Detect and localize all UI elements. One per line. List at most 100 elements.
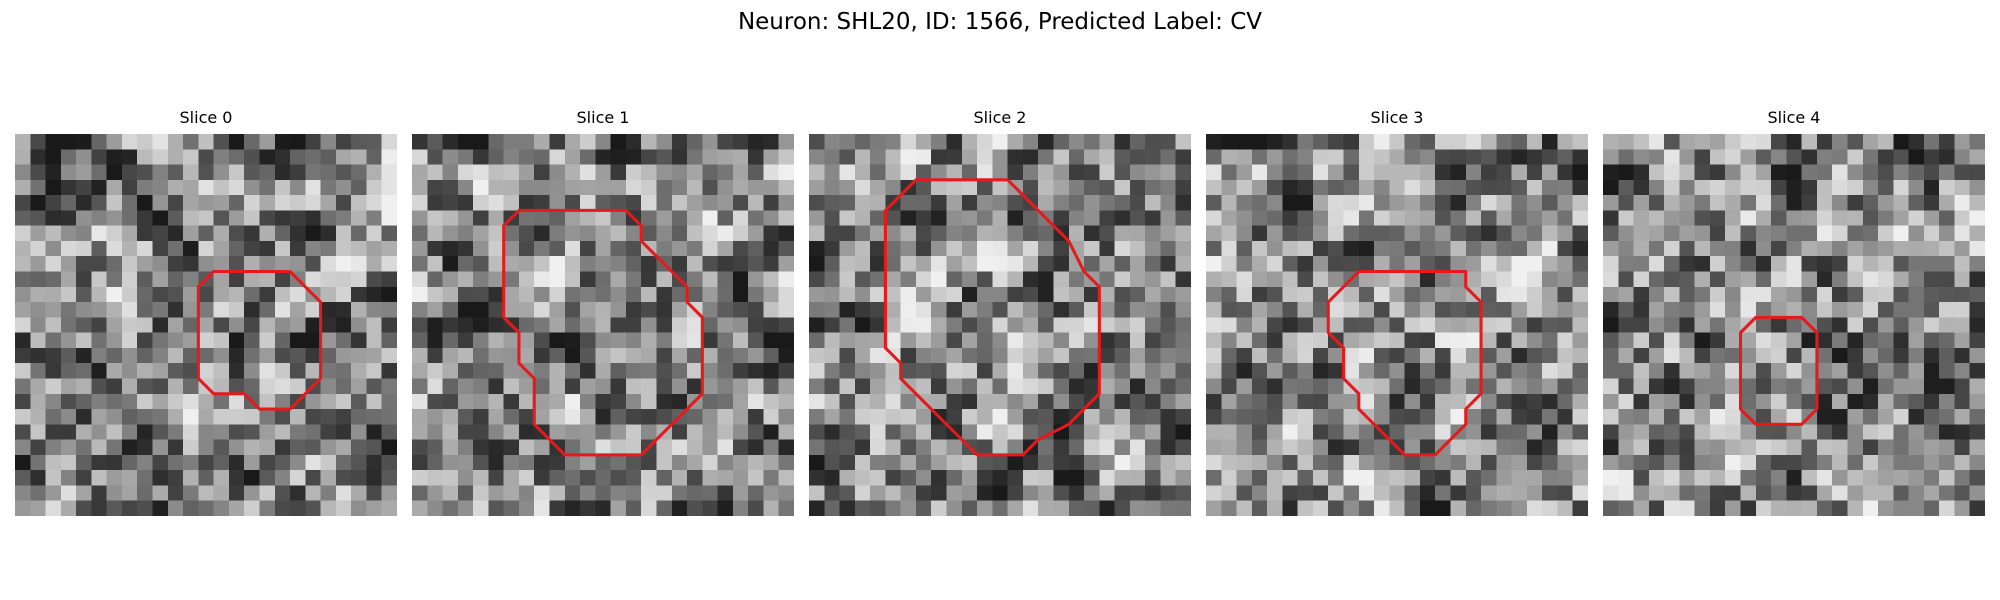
image-pixel <box>1374 470 1390 486</box>
image-pixel <box>1450 256 1467 272</box>
image-pixel <box>1267 179 1283 196</box>
image-pixel <box>1542 332 1558 349</box>
image-pixel <box>1038 485 1054 502</box>
image-pixel <box>1496 195 1512 211</box>
image-pixel <box>1618 332 1634 349</box>
image-pixel <box>1236 149 1253 165</box>
image-pixel <box>1832 424 1848 440</box>
image-pixel <box>412 485 428 502</box>
image-pixel <box>473 332 489 349</box>
image-pixel <box>1160 485 1177 502</box>
image-pixel <box>1847 485 1864 502</box>
image-pixel <box>1328 485 1344 502</box>
image-pixel <box>1633 454 1650 471</box>
image-pixel <box>1786 164 1802 181</box>
image-pixel <box>580 378 596 395</box>
image-pixel <box>534 347 550 364</box>
image-pixel <box>1419 332 1436 349</box>
image-pixel <box>91 225 107 242</box>
image-pixel <box>473 409 489 425</box>
image-pixel <box>1496 317 1512 333</box>
image-pixel <box>1847 271 1864 288</box>
image-pixel <box>763 378 780 395</box>
image-pixel <box>244 424 260 440</box>
image-pixel <box>167 179 184 196</box>
image-pixel <box>1496 240 1512 257</box>
image-pixel <box>1633 347 1650 364</box>
image-pixel <box>488 195 504 211</box>
image-pixel <box>121 454 138 471</box>
image-pixel <box>1221 286 1237 303</box>
image-pixel <box>442 225 459 242</box>
image-pixel <box>1816 500 1833 516</box>
image-pixel <box>381 332 397 349</box>
image-pixel <box>1221 302 1237 318</box>
image-pixel <box>320 393 337 410</box>
image-pixel <box>1679 179 1695 196</box>
image-pixel <box>503 332 520 349</box>
image-pixel <box>977 347 993 364</box>
image-pixel <box>1526 347 1543 364</box>
image-pixel <box>167 225 184 242</box>
image-pixel <box>1206 378 1222 395</box>
image-pixel <box>1557 470 1574 486</box>
image-pixel <box>30 302 46 318</box>
image-pixel <box>809 286 825 303</box>
image-pixel <box>1145 240 1161 257</box>
image-pixel <box>763 424 780 440</box>
image-pixel <box>1664 317 1680 333</box>
image-pixel <box>1694 256 1711 272</box>
image-pixel <box>1084 164 1100 181</box>
image-pixel <box>1954 195 1971 211</box>
image-pixel <box>1206 439 1222 456</box>
image-pixel <box>320 225 337 242</box>
image-pixel <box>549 286 566 303</box>
image-pixel <box>1816 332 1833 349</box>
image-pixel <box>915 179 932 196</box>
image-pixel <box>381 378 397 395</box>
image-pixel <box>1954 317 1971 333</box>
image-pixel <box>687 424 703 440</box>
image-pixel <box>885 286 901 303</box>
image-pixel <box>1297 134 1314 150</box>
image-pixel <box>992 210 1008 226</box>
image-pixel <box>1786 256 1802 272</box>
image-pixel <box>1282 302 1298 318</box>
image-pixel <box>1618 485 1634 502</box>
image-pixel <box>702 393 718 410</box>
image-pixel <box>641 454 657 471</box>
image-pixel <box>1374 240 1390 257</box>
image-pixel <box>1908 363 1925 379</box>
image-pixel <box>870 240 886 257</box>
image-pixel <box>351 317 367 333</box>
image-pixel <box>1312 363 1329 379</box>
image-pixel <box>1450 454 1467 471</box>
image-pixel <box>977 164 993 181</box>
image-pixel <box>381 134 397 150</box>
image-pixel <box>900 363 917 379</box>
image-pixel <box>198 332 214 349</box>
image-pixel <box>290 149 306 165</box>
image-pixel <box>946 500 963 516</box>
image-pixel <box>1160 195 1177 211</box>
image-pixel <box>335 409 352 425</box>
image-pixel <box>1419 134 1436 150</box>
image-pixel <box>1572 439 1588 456</box>
image-pixel <box>259 164 276 181</box>
image-pixel <box>1419 256 1436 272</box>
image-pixel <box>442 347 459 364</box>
image-pixel <box>335 302 352 318</box>
image-pixel <box>442 164 459 181</box>
image-pixel <box>580 179 596 196</box>
image-pixel <box>1251 424 1268 440</box>
image-pixel <box>1129 454 1146 471</box>
image-pixel <box>992 164 1008 181</box>
image-pixel <box>1358 210 1375 226</box>
image-pixel <box>687 363 703 379</box>
image-pixel <box>992 424 1008 440</box>
image-pixel <box>580 485 596 502</box>
image-pixel <box>1053 164 1070 181</box>
image-pixel <box>1053 271 1070 288</box>
image-pixel <box>1084 179 1100 196</box>
image-pixel <box>1251 210 1268 226</box>
